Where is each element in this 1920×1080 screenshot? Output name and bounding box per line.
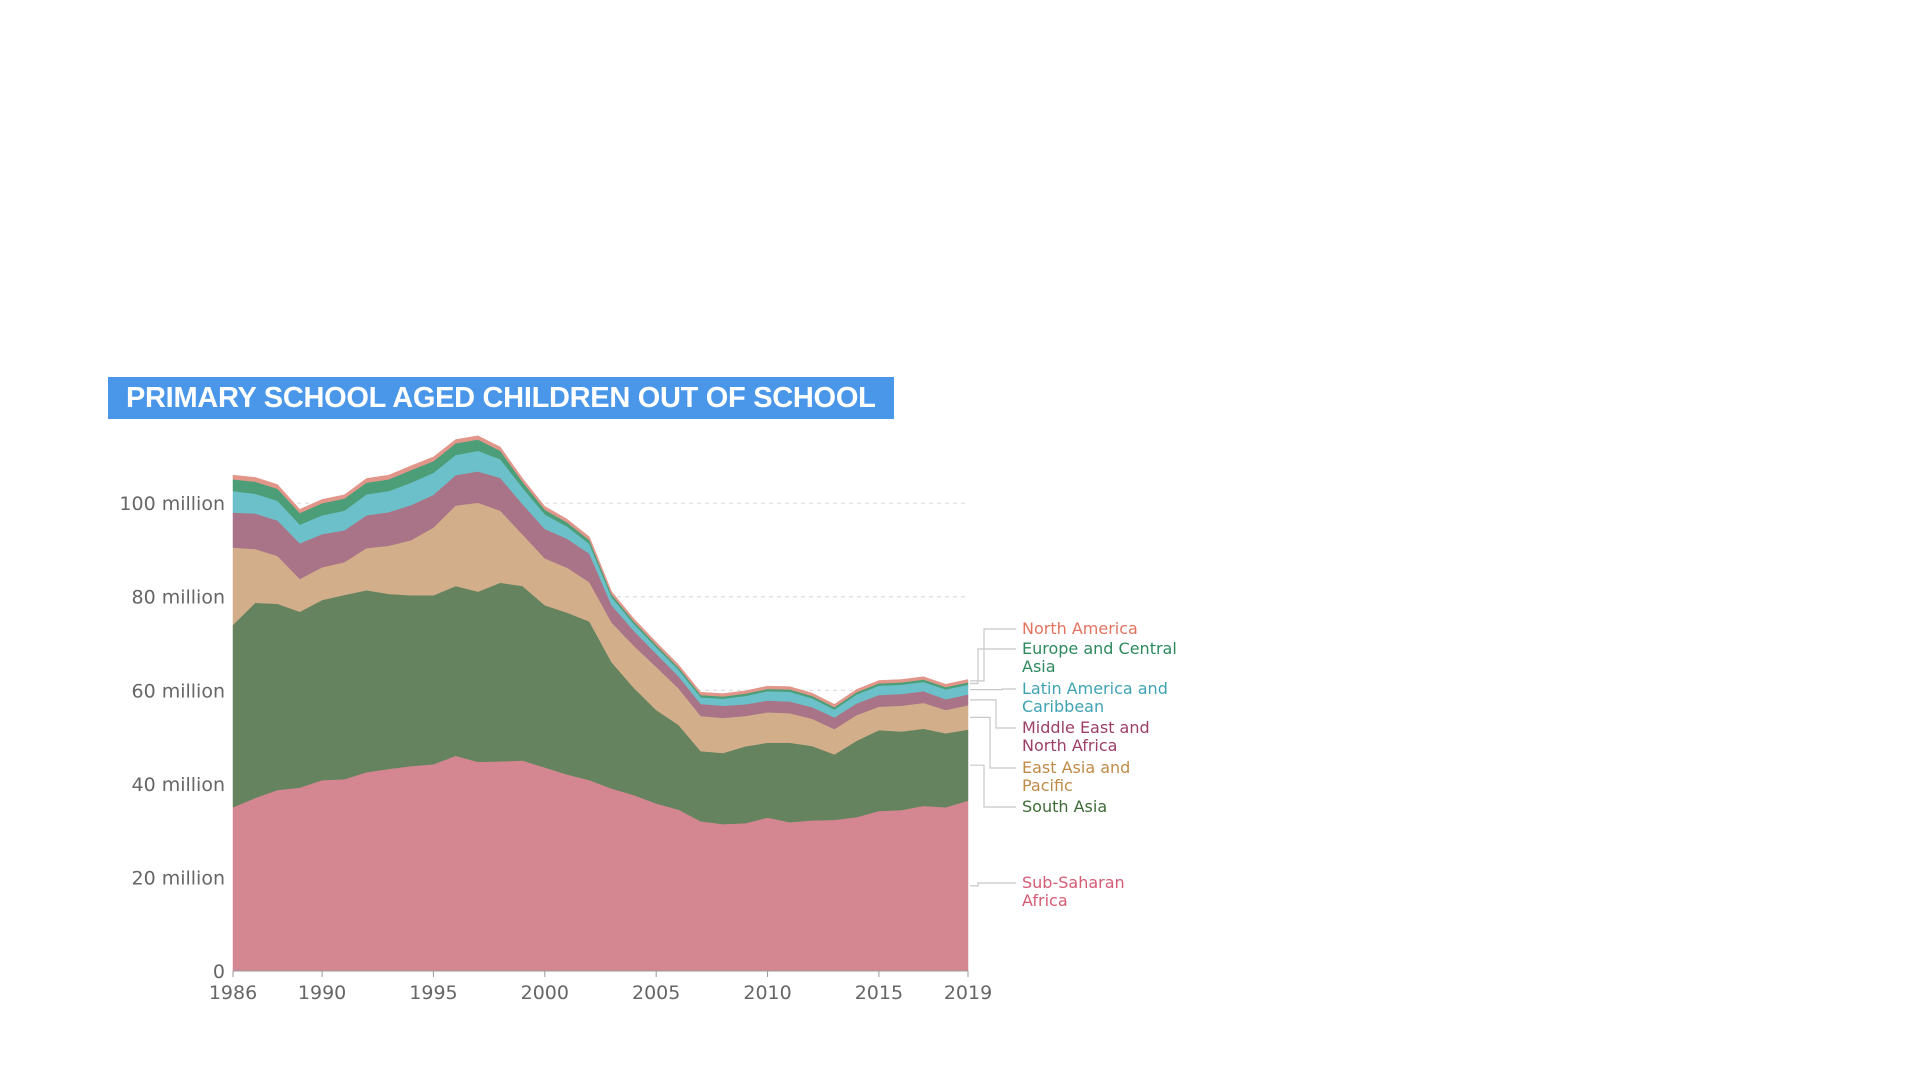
area-north-america [232,435,969,708]
legend-connector [970,882,1016,887]
legend-label-south-asia: South Asia [1022,797,1107,816]
y-tick-label: 60 million [131,680,225,702]
chart-title: PRIMARY SCHOOL AGED CHILDREN OUT OF SCHO… [126,381,876,414]
y-tick-label: 80 million [131,587,225,609]
y-tick-label: 100 million [119,493,225,515]
legend-label-east-asia-and-pacific: East Asia and Pacific [1022,758,1130,795]
legend-connector [970,716,1016,769]
area-series-group [232,435,969,972]
x-tick-label: 2019 [944,982,992,1004]
x-tick-label: 1990 [298,982,346,1004]
legend-label-europe-and-central-asia: Europe and Central Asia [1022,639,1177,676]
legend-connector [970,628,1016,682]
legend-connector [970,764,1016,808]
legend-connector [970,648,1016,685]
legend-label-sub-saharan-africa: Sub-Saharan Africa [1022,873,1125,910]
chart-title-banner: PRIMARY SCHOOL AGED CHILDREN OUT OF SCHO… [108,377,894,419]
x-tick-label: 2000 [521,982,569,1004]
legend-connector [970,688,1016,691]
legend-label-north-america: North America [1022,619,1138,638]
x-tick-label: 1995 [409,982,457,1004]
legend-connector [970,699,1016,729]
y-tick-label: 40 million [131,774,225,796]
axes: 0 20 million 40 million 60 million 80 millio… [119,493,992,1004]
x-tick-label: 2015 [855,982,903,1004]
y-tick-label: 20 million [131,867,225,889]
legend-label-latin-america-and-caribbean: Latin America and Caribbean [1022,679,1168,716]
x-tick-label: 2005 [632,982,680,1004]
legend: Sub-Saharan Africa South Asia East Asia and… [970,619,1177,910]
legend-label-middle-east-and-north-africa: Middle East and North Africa [1022,718,1150,755]
y-tick-label: 0 [213,961,225,983]
x-tick-label: 2010 [743,982,791,1004]
x-tick-label: 1986 [209,982,257,1004]
